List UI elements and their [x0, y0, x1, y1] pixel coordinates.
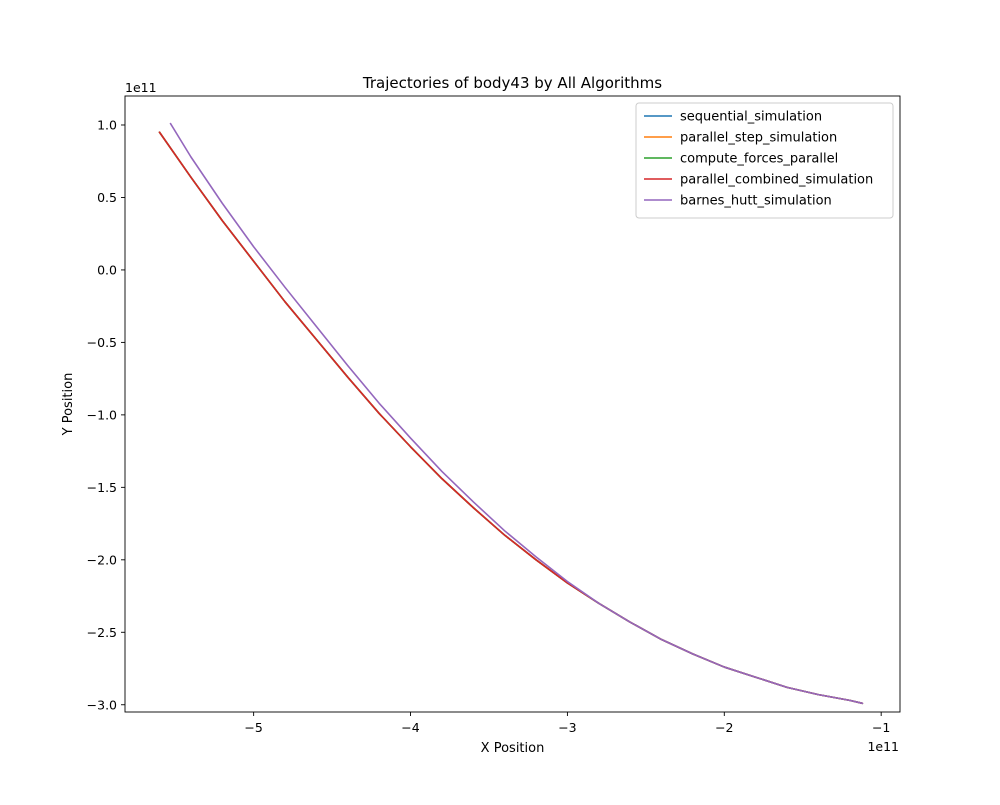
legend-label-barnes_hutt_simulation: barnes_hutt_simulation	[680, 194, 832, 209]
x-axis-label: X Position	[481, 741, 545, 756]
x-tick-label: −3	[558, 720, 576, 735]
x-axis-offset-label: 1e11	[867, 739, 899, 754]
y-axis-label: Y Position	[61, 373, 76, 437]
series-line-barnes_hutt_simulation	[169, 122, 864, 705]
legend-label-parallel_step_simulation: parallel_step_simulation	[680, 131, 837, 146]
y-tick-label: −3.0	[87, 697, 117, 712]
x-tick-label: −1	[872, 720, 890, 735]
y-tick-label: −2.0	[87, 552, 117, 567]
legend-box	[635, 102, 894, 219]
y-tick-label: 1.0	[97, 117, 117, 132]
legend: sequential_simulation parallel_step_simul…	[635, 102, 894, 219]
axes-frame	[124, 95, 901, 713]
x-tick-label: −2	[715, 720, 733, 735]
legend-label-sequential_simulation: sequential_simulation	[680, 110, 822, 125]
y-tick-label: −1.0	[87, 407, 117, 422]
x-tick-label: −5	[244, 720, 262, 735]
y-tick-label: 0.5	[97, 190, 117, 205]
y-tick-label: 0.0	[97, 262, 117, 277]
y-tick-label: −0.5	[87, 335, 117, 350]
y-tick-label: −1.5	[87, 480, 117, 495]
legend-label-parallel_combined_simulation: parallel_combined_simulation	[680, 173, 873, 188]
x-tick-label: −4	[401, 720, 419, 735]
chart-title: Trajectories of body43 by All Algorithms	[362, 74, 662, 92]
plot-area: −5 −4 −3 −2 −1 1.0 0.5 0.0 −0.5 −1.0 −1.5 −2.0 −2.5 −…	[87, 95, 901, 735]
y-axis-offset-label: 1e11	[125, 80, 157, 95]
y-tick-label: −2.5	[87, 625, 117, 640]
legend-label-compute_forces_parallel: compute_forces_parallel	[680, 152, 838, 167]
